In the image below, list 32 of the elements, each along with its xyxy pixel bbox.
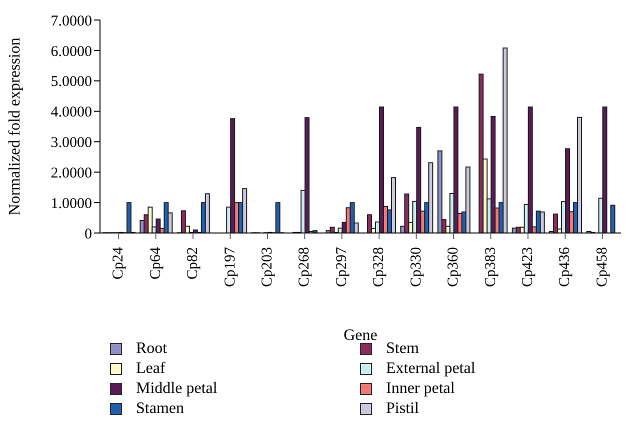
x-axis-title: Gene xyxy=(344,327,378,344)
legend-label: Inner petal xyxy=(386,380,455,398)
legend-label: Stamen xyxy=(136,400,184,418)
legend-label: Pistil xyxy=(386,400,419,418)
y-tick-label: 4.0000 xyxy=(50,104,92,121)
x-tick-label: Cp64 xyxy=(148,246,164,280)
x-tick-label: Cp423 xyxy=(520,247,536,288)
y-tick-label: 0 xyxy=(84,226,92,242)
y-tick-label: 1.0000 xyxy=(50,196,92,212)
y-tick-label: 7.0000 xyxy=(50,13,92,30)
y-tick-label: 3.0000 xyxy=(50,135,92,152)
legend-label: Leaf xyxy=(136,360,166,378)
y-tick-label: 2.0000 xyxy=(50,165,92,182)
x-tick-label: Cp24 xyxy=(110,246,127,280)
x-tick-label: Cp203 xyxy=(259,247,276,288)
x-tick-label: Cp360 xyxy=(446,247,462,288)
x-tick-label: Cp330 xyxy=(408,247,424,288)
y-tick-label: 5.0000 xyxy=(50,74,92,90)
x-tick-label: Cp197 xyxy=(222,246,238,288)
x-tick-label: Cp436 xyxy=(557,246,574,288)
legend-label: Stem xyxy=(386,340,419,358)
legend-label: Root xyxy=(136,340,168,358)
legend-label: External petal xyxy=(386,360,476,378)
x-tick-label: Cp383 xyxy=(482,247,499,288)
x-tick-label: Cp458 xyxy=(594,247,610,288)
legend-label: Middle petal xyxy=(136,380,218,398)
x-tick-label: Cp297 xyxy=(334,246,350,288)
x-tick-label: Cp328 xyxy=(371,247,388,288)
y-tick-label: 6.0000 xyxy=(50,44,92,60)
x-tick-label: Cp82 xyxy=(185,247,202,280)
y-axis-title: Normalized fold expression xyxy=(6,38,24,216)
x-tick-label: Cp268 xyxy=(296,247,313,288)
